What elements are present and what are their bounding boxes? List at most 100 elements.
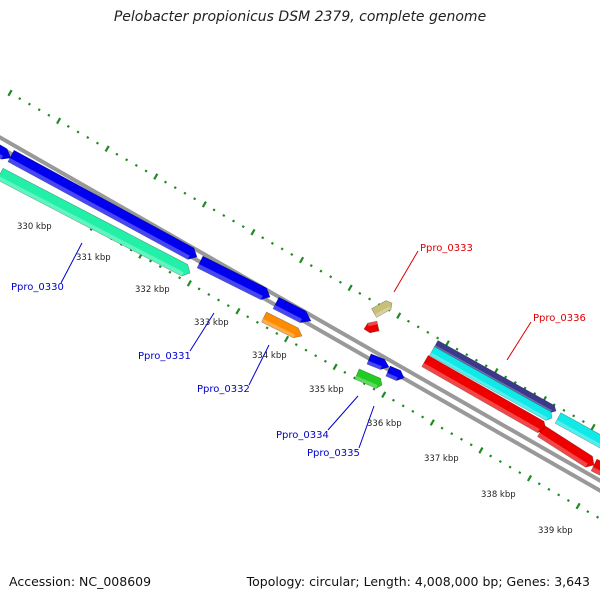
tick-dot-outer	[201, 201, 207, 208]
tick-dot-inner	[343, 370, 347, 374]
feature-red-a-highlight	[421, 362, 540, 433]
feature-teal-body	[0, 167, 191, 277]
tick-dot-inner	[518, 471, 522, 475]
tick-dot-inner	[459, 437, 463, 441]
feature-blue-c-body	[196, 255, 271, 301]
tick-dot-outer	[347, 284, 353, 292]
tick-dot-outer	[396, 312, 402, 320]
tick-dot-outer	[95, 141, 99, 145]
gene-label: Ppro_0336	[533, 313, 586, 324]
tick-dot-outer	[212, 208, 216, 212]
tick-dot-inner	[284, 335, 290, 343]
tick-dot-outer	[465, 353, 469, 357]
tick-dot-outer	[18, 97, 22, 101]
tick-dot-outer	[455, 347, 459, 351]
leader-line	[327, 395, 359, 431]
tick-dot-outer	[37, 108, 41, 112]
tick-dot-outer	[47, 113, 51, 117]
tick-dot-inner	[411, 409, 415, 413]
tick-dot-inner	[323, 359, 327, 363]
feature-cyan-b-highlight	[555, 419, 600, 448]
tick-dot-outer	[115, 152, 119, 156]
tick-dot-outer	[358, 291, 362, 295]
gene-labels-layer: Ppro_0330 Ppro_0331 Ppro_0332 Ppro_0333 Ppro…	[11, 242, 586, 459]
feature-red-small	[363, 320, 380, 334]
tick-dot-inner	[217, 298, 221, 302]
feature-khaki-body	[371, 300, 393, 318]
feature-blue-b	[7, 149, 198, 260]
feature-khaki	[371, 300, 393, 318]
tick-dot-outer	[280, 247, 284, 251]
tick-dot-inner	[566, 498, 570, 502]
tick-dot-outer	[56, 117, 62, 125]
tick-dot-inner	[158, 265, 162, 269]
feature-khaki-highlight	[374, 306, 391, 318]
scale-label: 337 kbp	[424, 454, 459, 464]
tick-dot-outer	[241, 225, 245, 229]
gene-label: Ppro_0331	[138, 351, 191, 362]
tick-dot-inner	[596, 515, 600, 519]
tick-dot-inner	[429, 419, 435, 426]
tick-dot-outer	[523, 386, 527, 390]
tick-dot-outer	[183, 191, 187, 195]
tick-dot-outer	[104, 145, 110, 152]
tick-dot-outer	[270, 241, 274, 245]
tick-dot-outer	[86, 136, 90, 140]
tick-dot-outer	[299, 256, 305, 264]
tick-dot-outer	[426, 330, 430, 334]
genome-summary-text: Topology: circular; Length: 4,008,000 bp…	[246, 574, 590, 589]
tick-dot-inner	[353, 376, 357, 380]
tick-dot-outer	[406, 319, 410, 323]
tick-dot-inner	[332, 363, 338, 371]
gene-label: Ppro_0334	[276, 430, 329, 441]
feature-red-c	[590, 458, 600, 476]
tick-dot-outer	[319, 269, 323, 273]
tick-dot-outer	[144, 169, 148, 173]
tick-dot-outer	[590, 423, 596, 431]
feature-teal-highlight	[0, 176, 184, 276]
scale-label: 332 kbp	[135, 285, 170, 295]
tick-dot-outer	[222, 213, 226, 217]
tick-dot-inner	[391, 398, 395, 402]
tick-dot-outer	[474, 358, 478, 362]
tick-dot-inner	[148, 259, 152, 263]
tick-dot-outer	[261, 236, 265, 240]
map-title: Pelobacter propionicus DSM 2379, complet…	[113, 9, 487, 25]
tick-dot-outer	[484, 364, 488, 368]
gene-label: Ppro_0333	[420, 243, 473, 254]
tick-dot-inner	[489, 454, 493, 458]
tick-dot-inner	[401, 404, 405, 408]
tick-dot-outer	[329, 275, 333, 279]
tick-dot-inner	[372, 387, 376, 391]
tick-dot-inner	[275, 331, 279, 335]
tick-dot-outer	[581, 419, 585, 423]
tick-dot-outer	[572, 414, 576, 418]
feature-blue-d-highlight	[273, 305, 302, 323]
scale-label: 330 kbp	[17, 222, 52, 232]
tick-dot-inner	[547, 487, 551, 491]
tick-dot-outer	[436, 336, 440, 340]
tick-dot-inner	[265, 326, 269, 330]
feature-cyan	[429, 346, 553, 421]
feature-red-a-body	[421, 354, 547, 433]
tick-dot-inner	[478, 447, 484, 454]
feature-orange-body	[261, 311, 303, 339]
tick-dot-inner	[526, 474, 533, 482]
feature-blue-f	[385, 365, 405, 381]
tick-dot-outer	[163, 180, 167, 184]
tick-dot-inner	[440, 426, 444, 430]
tick-dot-outer	[193, 197, 197, 201]
scale-label: 331 kbp	[76, 253, 111, 263]
tick-dot-outer	[173, 186, 177, 190]
feature-red-small-body	[363, 320, 380, 334]
tick-dot-outer	[250, 228, 256, 236]
tick-dot-inner	[294, 343, 298, 347]
leader-line	[358, 405, 375, 449]
feature-cyan-body	[429, 346, 553, 421]
tick-dot-inner	[255, 320, 259, 324]
tick-dot-outer	[504, 375, 508, 379]
tick-dot-inner	[186, 280, 192, 287]
feature-blue-d	[272, 296, 312, 323]
leader-line	[189, 312, 215, 352]
